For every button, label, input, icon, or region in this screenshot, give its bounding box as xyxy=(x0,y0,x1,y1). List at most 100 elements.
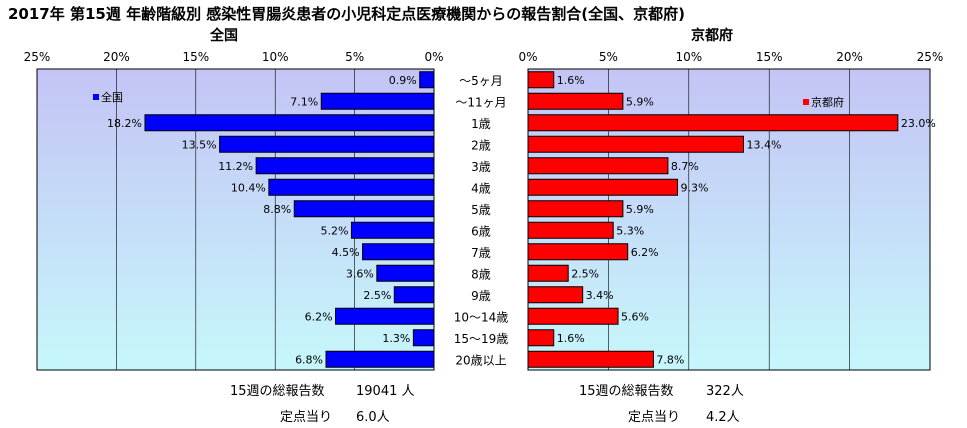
right-bar xyxy=(527,157,669,175)
category-label: ～5ヶ月 xyxy=(459,74,503,88)
left-data-label: 6.2% xyxy=(305,310,333,323)
left-data-label: 0.9% xyxy=(389,74,417,87)
left-data-label: 6.8% xyxy=(295,353,323,366)
right-total-value: 322人 xyxy=(706,384,744,399)
left-data-label: 18.2% xyxy=(107,117,142,130)
left-bar xyxy=(144,114,435,132)
left-plot-border xyxy=(36,68,435,371)
category-labels: ～5ヶ月 ～11ヶ月 1歳 2歳 3歳 4歳 5歳 6歳 7歳 8歳 9歳 10～14歳 15～19歳 2… xyxy=(454,74,509,368)
right-tick-label: 5% xyxy=(599,50,618,64)
left-legend-swatch xyxy=(93,94,99,100)
right-data-label: 3.4% xyxy=(586,289,614,302)
category-label: 1歳 xyxy=(471,117,491,131)
category-label: 9歳 xyxy=(471,289,491,303)
left-data-label: 1.3% xyxy=(382,332,410,345)
right-tick-label: 15% xyxy=(756,50,783,64)
right-data-label: 5.9% xyxy=(626,95,654,108)
chart-title: 2017年 第15週 年齢階級別 感染性胃腸炎患者の小児科定点医療機関からの報告… xyxy=(8,5,685,23)
left-panel-title: 全国 xyxy=(209,27,238,44)
right-data-label: 6.2% xyxy=(631,246,659,259)
right-bar xyxy=(527,307,619,325)
right-data-label: 5.9% xyxy=(626,203,654,216)
left-data-label: 7.1% xyxy=(290,95,318,108)
right-legend-swatch xyxy=(803,99,809,105)
right-bar xyxy=(527,286,584,304)
left-total-label: 15週の総報告数 xyxy=(230,384,325,399)
left-tick-label: 0% xyxy=(424,50,443,64)
left-tick-label: 25% xyxy=(24,50,51,64)
category-label: ～11ヶ月 xyxy=(455,95,506,109)
left-bar xyxy=(320,92,435,110)
right-bar xyxy=(527,178,679,196)
right-tick-label: 25% xyxy=(917,50,944,64)
left-per-value: 6.0人 xyxy=(356,410,390,425)
right-bar xyxy=(527,135,744,153)
right-bar xyxy=(527,264,569,282)
left-plot-background xyxy=(37,69,434,370)
left-per-label: 定点当り xyxy=(280,410,333,425)
left-tick-label: 10% xyxy=(262,50,289,64)
left-plot-area: 25% 20% 15% 10% 5% 0% 0.9% 7.1% 18.2% 13.5%11.2% 1… xyxy=(24,50,444,371)
right-data-label: 8.7% xyxy=(671,160,699,173)
left-data-label: 10.4% xyxy=(231,181,266,194)
left-bar xyxy=(412,329,435,347)
right-bar xyxy=(527,329,555,347)
left-bar xyxy=(293,200,435,218)
left-bar xyxy=(376,264,435,282)
left-tick-label: 5% xyxy=(345,50,364,64)
left-bar xyxy=(219,135,435,153)
right-legend: 京都府 xyxy=(803,95,844,109)
right-panel-title: 京都府 xyxy=(691,27,733,44)
left-bar xyxy=(350,221,435,239)
right-bar xyxy=(527,221,614,239)
left-bar xyxy=(325,350,435,368)
category-label: 6歳 xyxy=(471,224,491,238)
left-legend: 全国 xyxy=(93,90,123,104)
right-legend-label: 京都府 xyxy=(811,95,844,109)
right-bar xyxy=(527,114,899,132)
right-plot-background xyxy=(528,69,930,370)
right-per-value: 4.2人 xyxy=(706,410,740,425)
category-label: 10～14歳 xyxy=(454,310,509,324)
right-total-label: 15週の総報告数 xyxy=(579,384,674,399)
right-data-label: 23.0% xyxy=(901,117,936,130)
right-plot-border xyxy=(527,68,931,371)
left-tick-label: 15% xyxy=(182,50,209,64)
left-bar xyxy=(255,157,435,175)
left-bar xyxy=(335,307,435,325)
right-data-label: 9.3% xyxy=(681,181,709,194)
left-data-label: 11.2% xyxy=(218,160,253,173)
left-bar xyxy=(268,178,435,196)
category-label: 4歳 xyxy=(471,181,491,195)
right-tick-label: 10% xyxy=(675,50,702,64)
right-data-label: 7.8% xyxy=(656,353,684,366)
right-data-label: 1.6% xyxy=(557,74,585,87)
left-data-label: 8.8% xyxy=(263,203,291,216)
left-total-value: 19041 人 xyxy=(356,384,415,399)
category-label: 15～19歳 xyxy=(454,332,509,346)
category-label: 2歳 xyxy=(471,138,491,152)
right-tick-label: 20% xyxy=(836,50,863,64)
right-tick-label: 0% xyxy=(518,50,537,64)
right-data-label: 2.5% xyxy=(571,267,599,280)
left-data-label: 2.5% xyxy=(363,289,391,302)
left-data-label: 3.6% xyxy=(346,267,374,280)
right-data-label: 13.4% xyxy=(746,138,781,151)
category-label: 7歳 xyxy=(471,246,491,260)
category-label: 20歳以上 xyxy=(455,353,506,367)
right-data-label: 5.6% xyxy=(621,310,649,323)
category-label: 5歳 xyxy=(471,203,491,217)
left-data-label: 5.2% xyxy=(320,224,348,237)
category-label: 3歳 xyxy=(471,160,491,174)
left-bar xyxy=(393,286,435,304)
right-bar xyxy=(527,200,624,218)
right-bar xyxy=(527,243,629,261)
right-bar xyxy=(527,71,555,89)
left-legend-label: 全国 xyxy=(101,90,123,104)
right-plot-area: 0% 5% 10% 15% 20% 25% 1.6% 5.9% 23.0% 13.4% 8.7% 9.… xyxy=(518,50,944,371)
right-per-label: 定点当り xyxy=(628,410,681,425)
left-bar xyxy=(362,243,435,261)
left-tick-label: 20% xyxy=(103,50,130,64)
right-data-label: 5.3% xyxy=(616,224,644,237)
